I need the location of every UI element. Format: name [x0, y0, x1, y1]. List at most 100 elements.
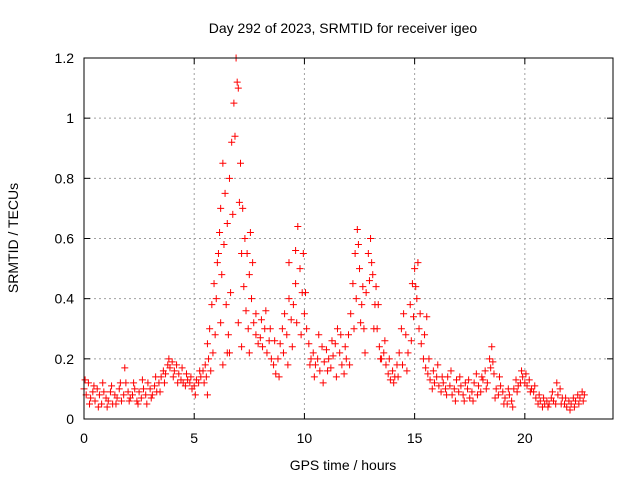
data-point [580, 391, 588, 399]
data-point [144, 379, 152, 387]
data-point [361, 349, 369, 357]
data-point [302, 289, 310, 297]
data-point [89, 388, 97, 396]
y-tick-label: 0.4 [55, 291, 75, 307]
data-point [217, 204, 225, 212]
y-tick-label: 0 [66, 411, 74, 427]
data-point [281, 310, 289, 318]
data-point [245, 271, 253, 279]
data-point [146, 385, 154, 393]
data-point [382, 361, 390, 369]
data-point [124, 388, 132, 396]
data-point [332, 373, 340, 381]
data-point [562, 394, 570, 402]
data-point [200, 379, 208, 387]
data-point [460, 397, 468, 405]
data-point [479, 376, 487, 384]
data-point [342, 355, 350, 363]
data-point [472, 370, 480, 378]
chart-title: Day 292 of 2023, SRMTID for receiver ige… [209, 20, 478, 36]
data-point [497, 382, 505, 390]
data-point [353, 225, 361, 233]
data-point [354, 241, 362, 249]
data-point [428, 385, 436, 393]
data-point [390, 379, 398, 387]
data-point [495, 373, 503, 381]
data-point [368, 259, 376, 267]
data-point [351, 250, 359, 258]
data-point [140, 385, 148, 393]
data-point [256, 334, 264, 342]
data-point [81, 376, 89, 384]
data-point [156, 388, 164, 396]
x-tick-label: 0 [80, 430, 88, 446]
data-point [259, 343, 267, 351]
data-point [488, 343, 496, 351]
data-point [305, 340, 313, 348]
data-point [272, 370, 280, 378]
data-point [347, 310, 355, 318]
data-point [386, 376, 394, 384]
data-point [483, 379, 491, 387]
data-point [112, 400, 120, 408]
y-tick-label: 0.6 [55, 231, 75, 247]
data-point [575, 400, 583, 408]
data-point [536, 397, 544, 405]
data-point [410, 313, 418, 321]
data-point [233, 78, 241, 86]
data-point [223, 349, 231, 357]
data-point [414, 259, 422, 267]
data-point [380, 349, 388, 357]
data-point [331, 340, 339, 348]
data-point [307, 355, 315, 363]
x-tick-labels: 0 5 10 15 20 [80, 430, 533, 446]
data-point [389, 367, 397, 375]
data-point [208, 301, 216, 309]
data-point [294, 222, 302, 230]
data-point [566, 406, 574, 414]
data-point [231, 132, 239, 140]
data-point [170, 367, 178, 375]
data-point [230, 99, 238, 107]
data-point [470, 379, 478, 387]
data-point [138, 376, 146, 384]
data-point [346, 361, 354, 369]
data-point [466, 394, 474, 402]
data-point [238, 250, 246, 258]
data-point [252, 310, 260, 318]
data-point [271, 337, 279, 345]
data-point [375, 343, 383, 351]
data-point [477, 388, 485, 396]
data-point [505, 391, 513, 399]
data-point [486, 355, 494, 363]
data-point [94, 403, 102, 411]
data-point [456, 373, 464, 381]
data-point [93, 385, 101, 393]
data-point [279, 349, 287, 357]
data-point [262, 307, 270, 315]
data-point [287, 316, 295, 324]
data-point [394, 373, 402, 381]
data-point [211, 331, 219, 339]
data-point [450, 385, 458, 393]
data-point [469, 397, 477, 405]
data-point [457, 382, 465, 390]
data-point [209, 349, 217, 357]
data-point [429, 367, 437, 375]
data-point [130, 379, 138, 387]
data-point [579, 397, 587, 405]
data-point [423, 313, 431, 321]
data-point [224, 331, 232, 339]
data-point [310, 373, 318, 381]
data-point [395, 349, 403, 357]
data-point [365, 277, 373, 285]
data-point [451, 397, 459, 405]
data-point [148, 391, 156, 399]
data-point [228, 138, 236, 146]
data-point [220, 241, 228, 249]
data-point [190, 382, 198, 390]
data-point [113, 394, 121, 402]
data-point [465, 376, 473, 384]
data-point [417, 340, 425, 348]
